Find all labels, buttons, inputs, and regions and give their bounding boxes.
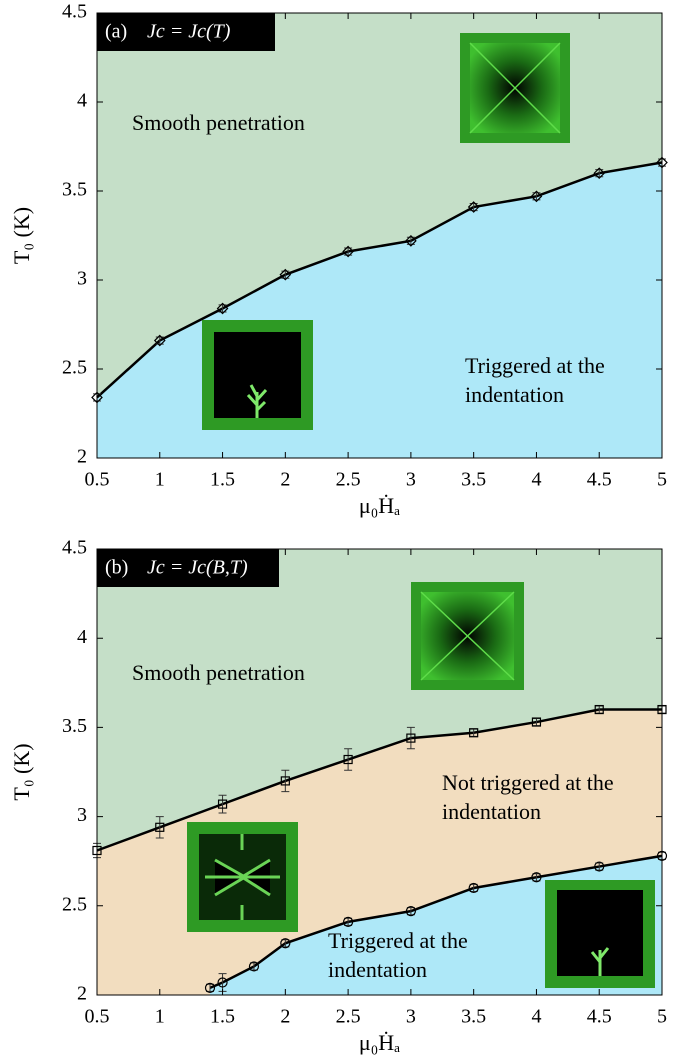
x-tick-label: 1.5 <box>210 469 235 491</box>
y-tick-label: 4.5 <box>62 537 87 559</box>
panel-label: (a) <box>105 21 127 43</box>
x-tick-label: 3.5 <box>461 1006 486 1028</box>
x-axis-label: μ₀Ḣₐ <box>359 1030 400 1055</box>
region-label: indentation <box>328 957 427 982</box>
chart-title: Jc = Jc(T) <box>147 21 231 43</box>
x-tick-label: 5 <box>657 469 667 491</box>
region-label: Not triggered at the <box>442 770 614 795</box>
x-axis-label: μ₀Ḣₐ <box>359 493 400 518</box>
y-tick-label: 2.5 <box>62 893 87 915</box>
inset-image <box>187 822 298 932</box>
y-tick-label: 4 <box>77 626 87 648</box>
y-tick-label: 4 <box>77 90 87 112</box>
x-tick-label: 3 <box>406 1006 416 1028</box>
x-tick-label: 3 <box>406 469 416 491</box>
y-tick-label: 3.5 <box>62 179 87 201</box>
y-tick-label: 2 <box>77 446 87 468</box>
x-tick-label: 4 <box>531 469 541 491</box>
x-tick-label: 0.5 <box>85 469 110 491</box>
x-tick-label: 3.5 <box>461 469 486 491</box>
y-tick-label: 3.5 <box>62 715 87 737</box>
x-tick-label: 5 <box>657 1006 667 1028</box>
region-label: Triggered at the <box>465 353 605 378</box>
x-tick-label: 0.5 <box>85 1006 110 1028</box>
inset-image <box>411 582 524 690</box>
panel-label: (b) <box>105 557 128 579</box>
region-label: Triggered at the <box>328 928 468 953</box>
x-tick-label: 2 <box>280 1006 290 1028</box>
x-tick-label: 4.5 <box>587 1006 612 1028</box>
y-axis-label: T₀ (K) <box>9 207 34 264</box>
x-tick-label: 1 <box>155 469 165 491</box>
x-tick-label: 2.5 <box>336 1006 361 1028</box>
y-axis-label: T₀ (K) <box>9 743 34 800</box>
y-tick-label: 2.5 <box>62 357 87 379</box>
chart-title: Jc = Jc(B,T) <box>147 557 248 579</box>
inset-image <box>545 880 655 988</box>
inset-image <box>460 33 570 143</box>
y-tick-label: 3 <box>77 268 87 290</box>
y-tick-label: 2 <box>77 983 87 1005</box>
region-label: indentation <box>465 382 564 407</box>
region-label: Smooth penetration <box>132 660 305 685</box>
x-tick-label: 2 <box>280 469 290 491</box>
region-label: Smooth penetration <box>132 110 305 135</box>
x-tick-label: 1 <box>155 1006 165 1028</box>
x-tick-label: 4.5 <box>587 469 612 491</box>
x-tick-label: 4 <box>531 1006 541 1028</box>
x-tick-label: 2.5 <box>336 469 361 491</box>
figure: 0.5 1 1.5 2 2.5 3 3.5 4 4.5 5 2 2.5 3 3.5 4 4.5 μ₀Ḣₐ T₀ (… <box>0 0 691 1063</box>
y-tick-label: 4.5 <box>62 1 87 23</box>
x-tick-label: 1.5 <box>210 1006 235 1028</box>
y-tick-label: 3 <box>77 804 87 826</box>
region-label: indentation <box>442 799 541 824</box>
inset-image <box>202 320 313 430</box>
